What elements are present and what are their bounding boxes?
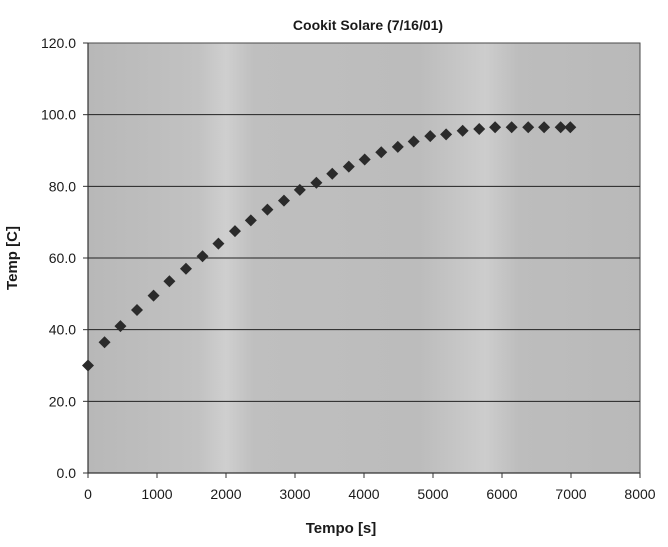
y-tick-label-4: 80.0 xyxy=(49,178,76,194)
data-point-11 xyxy=(261,203,274,216)
x-tick-label-7: 7000 xyxy=(555,486,586,502)
data-point-20 xyxy=(407,135,420,148)
data-point-9 xyxy=(228,225,241,238)
data-point-26 xyxy=(505,121,518,134)
data-point-18 xyxy=(375,146,388,159)
data-point-23 xyxy=(456,124,469,137)
data-point-14 xyxy=(310,176,323,189)
y-axis-title: Temp [C] xyxy=(4,226,21,290)
data-point-15 xyxy=(326,167,339,180)
data-point-22 xyxy=(440,128,453,141)
x-tick-label-2: 2000 xyxy=(210,486,241,502)
data-point-5 xyxy=(163,275,176,288)
x-tick-label-0: 0 xyxy=(84,486,92,502)
data-point-24 xyxy=(473,123,486,135)
data-point-8 xyxy=(212,237,225,250)
data-point-2 xyxy=(114,320,127,333)
data-point-17 xyxy=(358,153,371,166)
data-series xyxy=(82,121,577,372)
data-point-0 xyxy=(82,359,94,372)
data-point-30 xyxy=(564,121,577,134)
x-tick-label-5: 5000 xyxy=(417,486,448,502)
y-tick-label-5: 100.0 xyxy=(41,107,76,123)
data-point-3 xyxy=(130,303,143,316)
data-point-12 xyxy=(277,194,290,207)
data-point-1 xyxy=(98,336,111,349)
data-point-7 xyxy=(196,250,209,263)
x-tick-label-6: 6000 xyxy=(486,486,517,502)
data-point-28 xyxy=(538,121,551,134)
data-point-19 xyxy=(391,140,404,153)
x-tick-label-3: 3000 xyxy=(279,486,310,502)
gridlines xyxy=(88,114,640,402)
x-axis-title: Tempo [s] xyxy=(306,520,377,537)
x-tick-label-8: 8000 xyxy=(624,486,655,502)
data-point-16 xyxy=(342,160,355,173)
data-point-29 xyxy=(554,121,567,134)
data-point-21 xyxy=(424,130,437,143)
y-tick-label-1: 20.0 xyxy=(49,393,76,409)
y-tick-label-3: 60.0 xyxy=(49,250,76,266)
data-point-25 xyxy=(489,121,502,134)
x-tick-label-1: 1000 xyxy=(141,486,172,502)
x-axis-ticks: 0 1000 2000 3000 4000 5000 6000 7000 8000 xyxy=(84,473,656,502)
x-tick-label-4: 4000 xyxy=(348,486,379,502)
y-tick-label-2: 40.0 xyxy=(49,322,76,338)
y-tick-label-6: 120.0 xyxy=(41,35,76,51)
data-point-13 xyxy=(293,183,306,196)
y-tick-label-0: 0.0 xyxy=(57,465,77,481)
data-point-4 xyxy=(147,289,160,302)
data-point-27 xyxy=(522,121,535,134)
chart-title: Cookit Solare (7/16/01) xyxy=(293,17,443,33)
data-point-6 xyxy=(179,262,192,275)
y-axis-ticks: 0.0 20.0 40.0 60.0 80.0 100.0 120.0 xyxy=(41,35,88,481)
data-point-10 xyxy=(244,214,257,227)
